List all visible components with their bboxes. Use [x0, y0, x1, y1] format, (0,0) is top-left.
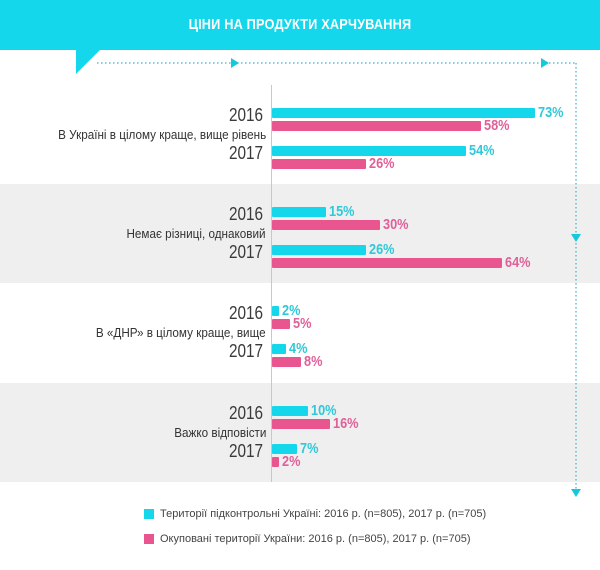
data-label-pink-2017: 26%	[368, 155, 395, 172]
bar-cyan-2017	[272, 444, 298, 454]
data-label-pink-2017: 2%	[282, 453, 301, 470]
data-label-cyan-2017: 54%	[469, 142, 495, 159]
arrow-right-icon	[541, 58, 549, 68]
bar-pink-2016	[272, 121, 481, 131]
year-label-2016: 2016	[228, 303, 263, 323]
legend-item-occupied: Окуповані території України: 2016 р. (n=…	[144, 533, 470, 545]
data-label-cyan-2016: 2%	[282, 302, 301, 319]
bar-pink-2016	[272, 419, 330, 429]
data-label-pink-2016: 5%	[293, 315, 312, 332]
legend-swatch-pink	[144, 534, 154, 544]
legend-label: Території підконтрольні Україні: 2016 р.…	[160, 508, 487, 520]
year-label-2016: 2016	[228, 204, 263, 224]
bar-pink-2016	[272, 220, 380, 230]
category-label: В «ДНР» в цілому краще, вище	[96, 325, 266, 340]
data-label-cyan-2017: 7%	[300, 440, 319, 457]
data-label-cyan-2016: 73%	[537, 104, 564, 121]
data-label-cyan-2016: 10%	[311, 402, 337, 419]
year-label-2016: 2016	[228, 403, 263, 423]
year-label-2017: 2017	[228, 441, 263, 461]
bar-pink-2017	[272, 258, 503, 268]
data-label-pink-2017: 64%	[505, 254, 531, 271]
y-axis-line	[271, 85, 272, 482]
group-band-3	[0, 383, 600, 482]
category-label: Важко відповісти	[173, 425, 266, 440]
data-label-pink-2016: 30%	[383, 216, 409, 233]
bar-pink-2016	[272, 319, 290, 329]
arrow-right-icon	[231, 58, 239, 68]
bar-cyan-2016	[272, 207, 326, 217]
chart-title: ЦІНИ НА ПРОДУКТИ ХАРЧУВАННЯ	[188, 16, 412, 33]
legend-swatch-cyan	[144, 509, 154, 519]
year-label-2017: 2017	[228, 143, 263, 163]
bar-cyan-2016	[272, 306, 280, 316]
bar-cyan-2016	[272, 108, 535, 118]
data-label-cyan-2017: 4%	[289, 340, 308, 357]
header-banner: ЦІНИ НА ПРОДУКТИ ХАРЧУВАННЯ	[0, 0, 600, 50]
category-label: Немає різниці, однаковий	[126, 226, 266, 241]
data-label-pink-2016: 58%	[483, 117, 510, 134]
data-label-pink-2016: 16%	[332, 415, 359, 432]
legend-label: Окуповані території України: 2016 р. (n=…	[160, 533, 471, 545]
arrow-down-icon	[571, 234, 581, 242]
data-label-pink-2017: 8%	[303, 353, 323, 370]
arrow-down-icon	[571, 489, 581, 497]
bar-cyan-2017	[272, 146, 467, 156]
bar-pink-2017	[272, 457, 280, 467]
year-label-2017: 2017	[228, 242, 263, 262]
bar-cyan-2017	[272, 344, 287, 354]
data-label-cyan-2016: 15%	[329, 203, 355, 220]
header-notch	[76, 49, 101, 74]
legend-item-controlled: Території підконтрольні Україні: 2016 р.…	[144, 508, 486, 520]
data-label-cyan-2017: 26%	[368, 241, 395, 258]
year-label-2017: 2017	[228, 341, 263, 361]
bar-pink-2017	[272, 159, 366, 169]
bar-cyan-2017	[272, 245, 366, 255]
bar-pink-2017	[272, 357, 301, 367]
bar-cyan-2016	[272, 406, 308, 416]
category-label: В Україні в цілому краще, вище рівень	[57, 127, 266, 142]
year-label-2016: 2016	[228, 105, 263, 125]
